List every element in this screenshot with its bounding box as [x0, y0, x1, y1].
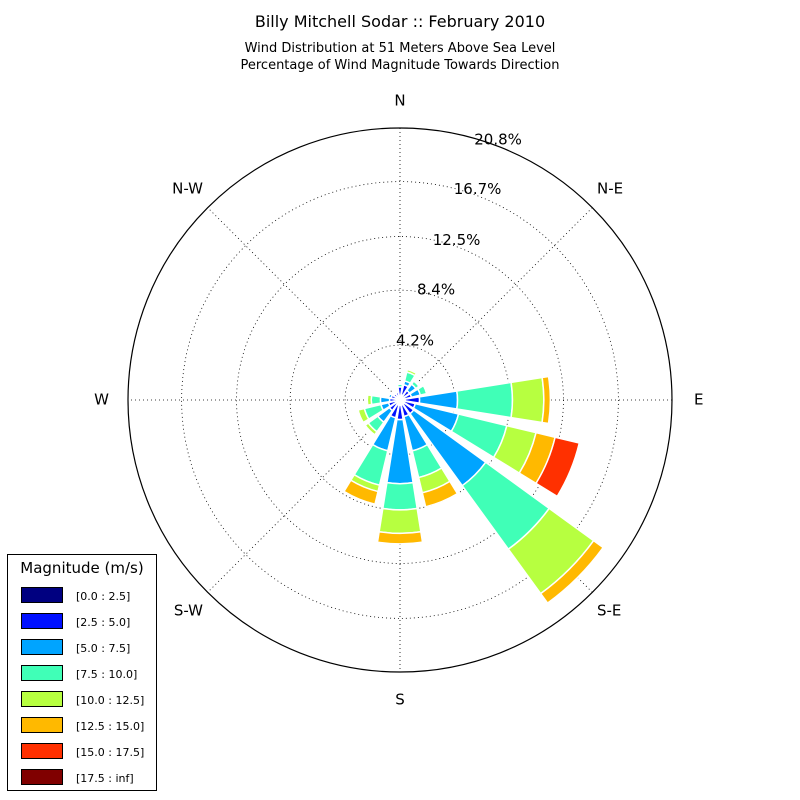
sector-4-bin-5	[541, 375, 552, 425]
legend-swatch	[21, 743, 63, 759]
direction-label-n: N	[394, 92, 405, 110]
direction-label-s: S	[395, 691, 405, 709]
legend-label: [2.5 : 5.0]	[76, 616, 131, 629]
sector-4-bin-3	[455, 381, 514, 419]
legend-title: Magnitude (m/s)	[20, 559, 144, 577]
legend-swatch	[21, 639, 63, 655]
sector-10-bin-5	[362, 424, 376, 438]
legend-swatch	[21, 769, 63, 785]
legend-label: [0.0 : 2.5]	[76, 590, 131, 603]
radial-tick-label-1: 8.4%	[417, 281, 455, 299]
direction-label-s-e: S-E	[597, 602, 621, 620]
axis-labels: N N-E E S-E S S-W W N-W 4.2% 8.4% 12.5% 16.7% 20.8%	[94, 92, 703, 709]
sector-8-bin-4	[378, 507, 422, 535]
legend-label: [10.0 : 12.5]	[76, 694, 145, 707]
chart-title: Billy Mitchell Sodar :: February 2010	[254, 12, 546, 31]
legend-label: [17.5 : inf]	[76, 772, 134, 785]
legend-swatch	[21, 587, 63, 603]
legend-label: [7.5 : 10.0]	[76, 668, 138, 681]
chart-subtitle-line2: Percentage of Wind Magnitude Towards Dir…	[240, 58, 560, 73]
radial-tick-label-2: 12.5%	[433, 231, 481, 249]
legend-swatch	[21, 717, 63, 733]
outer-circle	[127, 127, 673, 673]
sector-11-bin-5	[355, 409, 365, 425]
sector-7-bin-5	[421, 480, 459, 508]
radial-tick-label-3: 16.7%	[454, 180, 502, 198]
legend-label: [12.5 : 15.0]	[76, 720, 145, 733]
sector-12-bin-3	[370, 394, 382, 406]
legend-label: [5.0 : 7.5]	[76, 642, 131, 655]
sector-13-bin-3	[386, 392, 391, 399]
sector-15-bin-2	[394, 390, 400, 395]
grid-circle-3	[181, 181, 619, 619]
chart-subtitle-line1: Wind Distribution at 51 Meters Above Sea…	[244, 41, 556, 56]
sector-0-bin-3	[396, 383, 404, 388]
sector-8-bin-5	[376, 530, 424, 545]
wind-sectors	[342, 368, 605, 605]
direction-label-n-e: N-E	[597, 180, 623, 198]
direction-label-e: E	[694, 391, 703, 409]
legend-swatch	[21, 665, 63, 681]
sector-8-bin-3	[381, 481, 419, 511]
direction-label-n-w: N-W	[172, 180, 203, 198]
radial-tick-label-0: 4.2%	[396, 331, 434, 349]
sector-9-bin-5	[342, 479, 379, 506]
sector-12-bin-4	[366, 394, 373, 406]
sector-4-bin-4	[510, 376, 545, 424]
sector-2-bin-4	[412, 378, 422, 388]
legend-swatch	[21, 613, 63, 629]
sector-3-bin-4	[422, 383, 429, 395]
direction-label-s-w: S-W	[174, 602, 203, 620]
radial-tick-label-4: 20.8%	[474, 131, 522, 149]
legend-swatch	[21, 691, 63, 707]
sector-5-bin-6	[534, 436, 581, 498]
legend: Magnitude (m/s) [0.0 : 2.5] [2.5 : 5.0] [5…	[7, 554, 157, 791]
sector-6-bin-5	[539, 539, 605, 605]
sector-1-bin-4	[405, 368, 418, 377]
direction-label-w: W	[94, 391, 109, 409]
legend-label: [15.0 : 17.5]	[76, 746, 145, 759]
